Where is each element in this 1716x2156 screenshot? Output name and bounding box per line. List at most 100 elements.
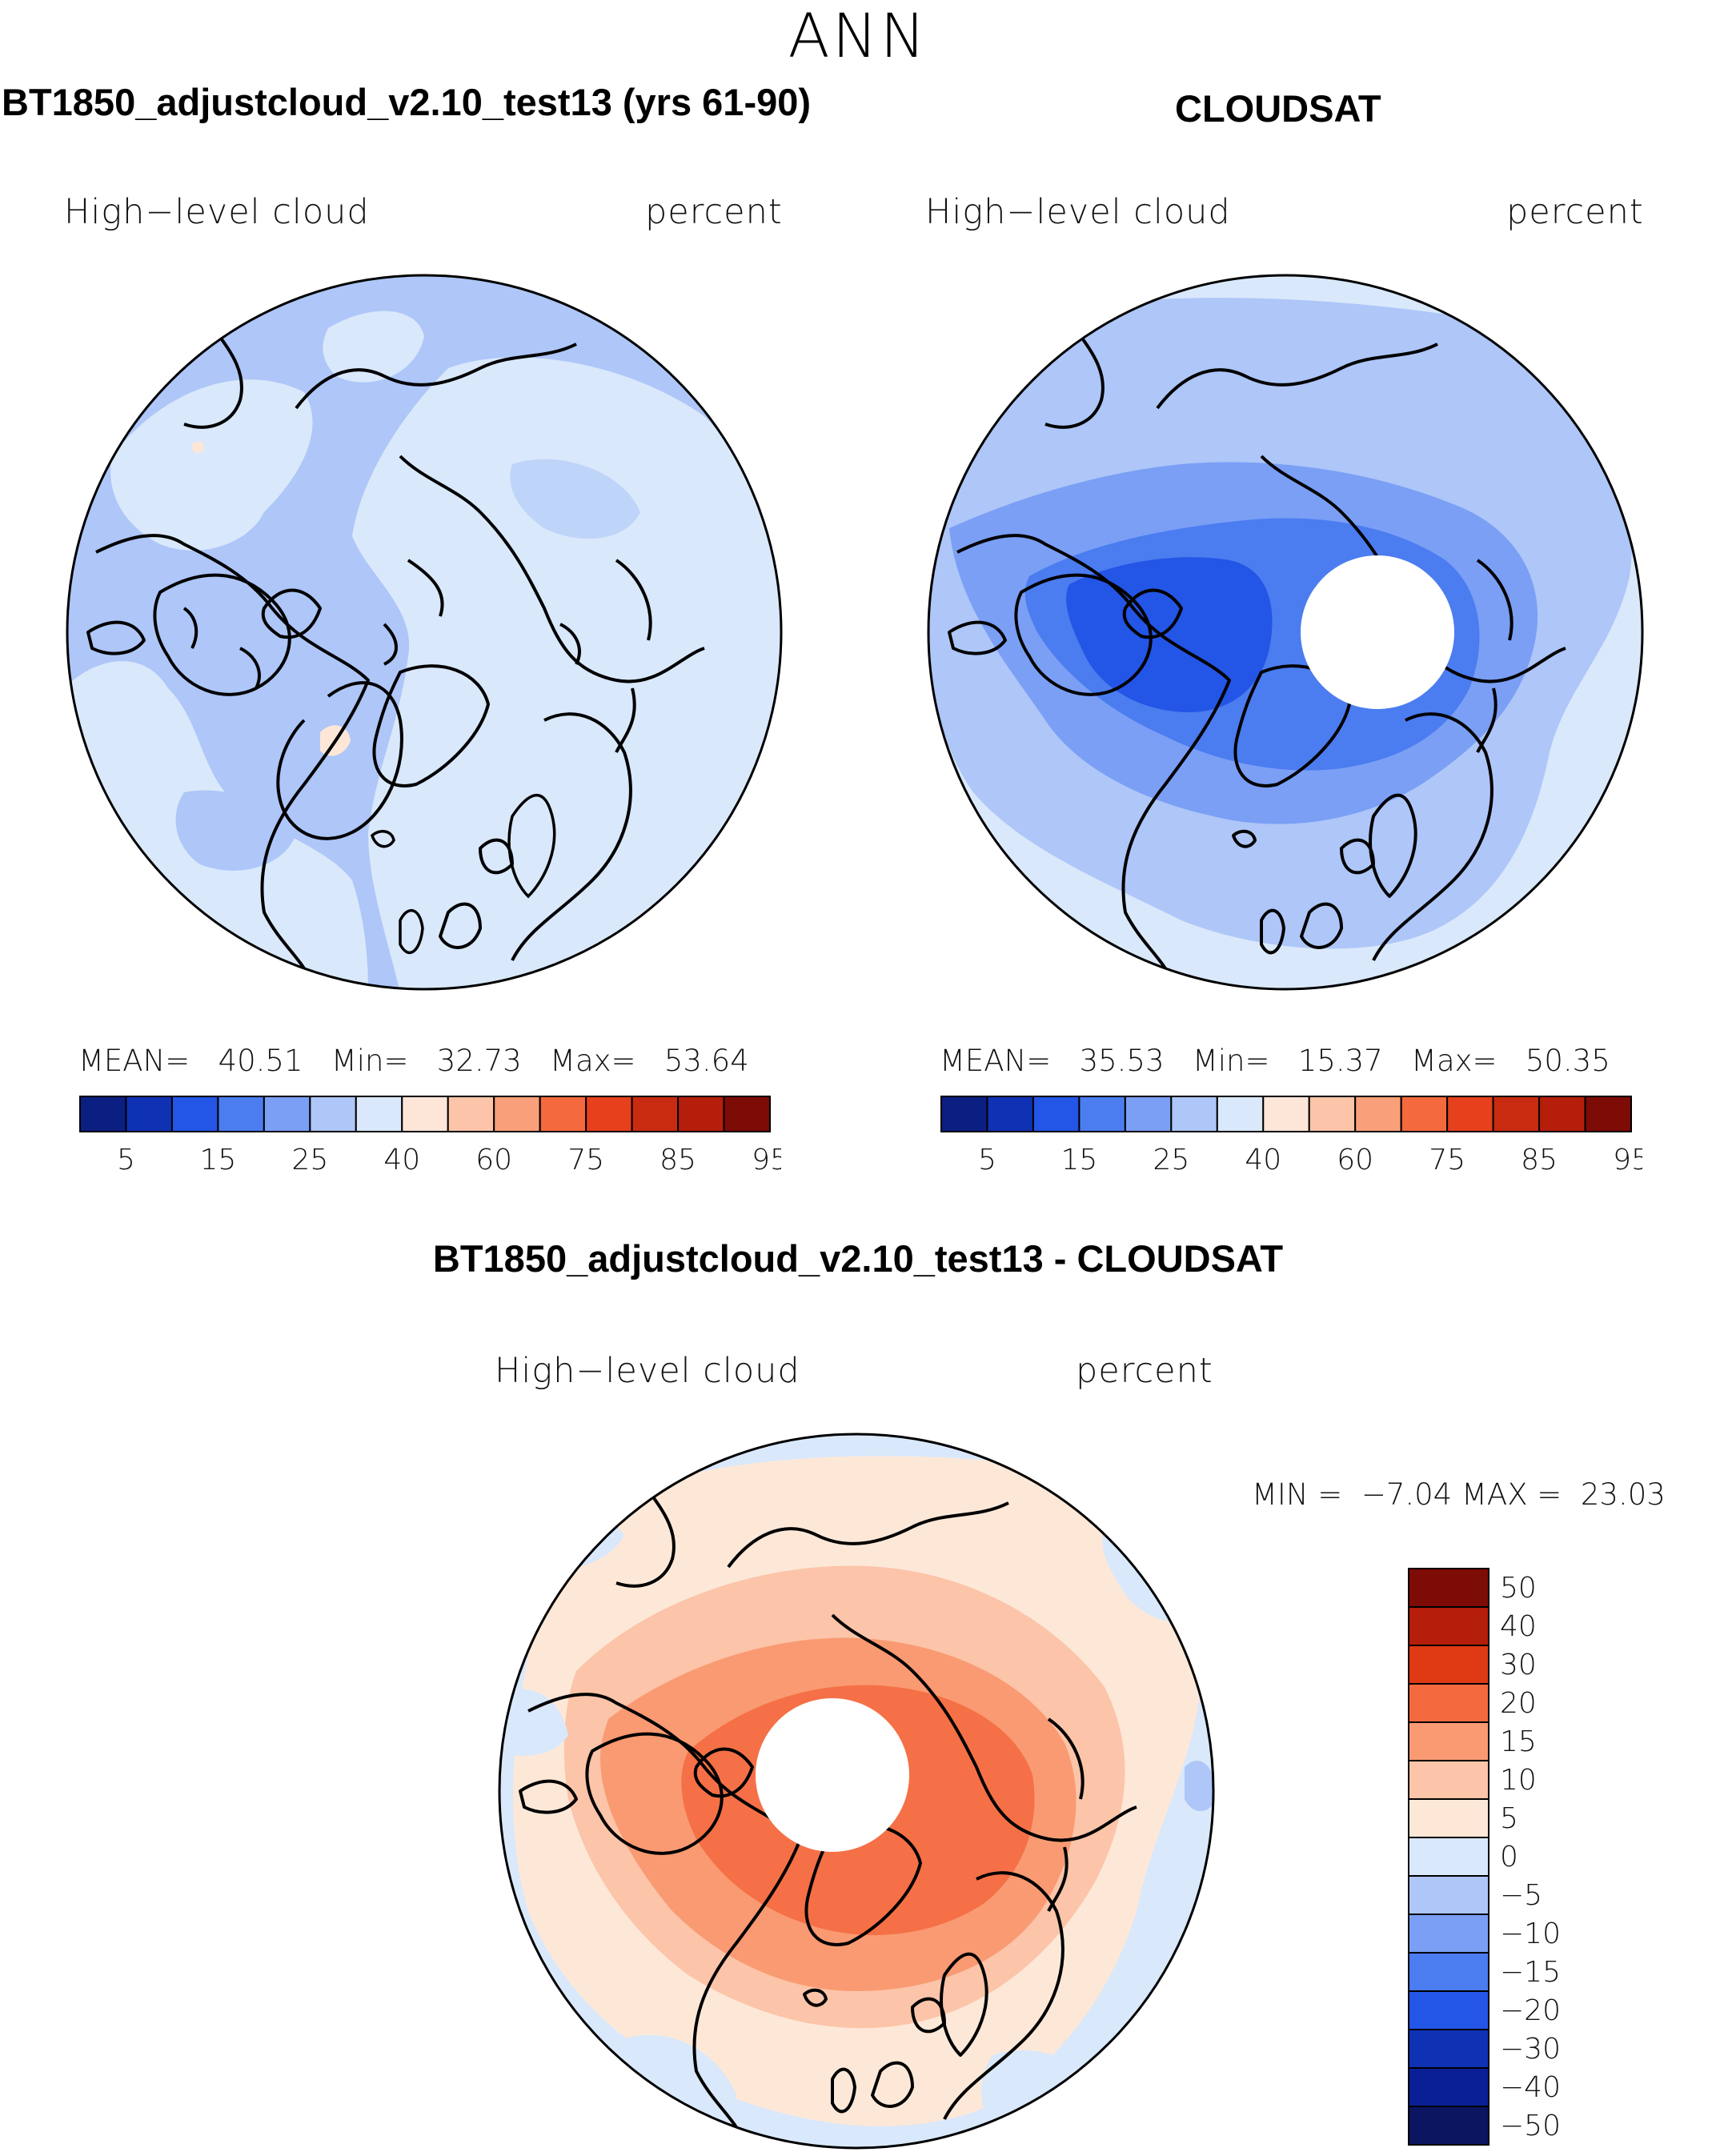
panel-2-colorbar-swatch: [986, 1096, 1034, 1132]
panel-1-colorbar-swatch: [585, 1096, 633, 1132]
map-1-coastlines: [86, 319, 754, 985]
panel-1-variable: High−level cloud: [64, 192, 370, 232]
panel-2-colorbar-swatch: [1446, 1096, 1494, 1132]
panel-1-colorbar-swatch: [539, 1096, 587, 1132]
map-3-border: [498, 1433, 1215, 2150]
panel-2-max-label: Max=: [1411, 1044, 1497, 1078]
map-3-region: [499, 1689, 568, 1756]
panel-3-colorbar-swatch: [1408, 2067, 1489, 2107]
panel-1-colorbar-swatch: [79, 1096, 127, 1132]
panel-3-colorbar-swatch: [1408, 1875, 1489, 1915]
panel-3-colorbar-swatch: [1408, 1721, 1489, 1761]
panel-2-colorbar-tick-label: 60: [1337, 1144, 1373, 1176]
map-1-scandinavia: [507, 794, 556, 899]
map-3-region: [1185, 1761, 1213, 1811]
panel-2-colorbar-swatch: [1078, 1096, 1126, 1132]
panel-3-colorbar-tick-label: 20: [1500, 1687, 1537, 1720]
panel-3-colorbar-tick-label: 10: [1500, 1764, 1537, 1797]
panel-1-colorbar-tick-label: 15: [199, 1144, 236, 1176]
panel-2-title: CLOUDSAT: [1175, 87, 1381, 130]
panel-1-colorbar-swatch: [309, 1096, 357, 1132]
panel-1-colorbar: 5 15 25 40 60 75 85 95: [79, 1096, 781, 1176]
panel-2-colorbar-swatch: [940, 1096, 988, 1132]
panel-1-mean-label: MEAN=: [78, 1044, 190, 1078]
panel-2-colorbar-swatch: [1262, 1096, 1310, 1132]
panel-3-colorbar-tick-label: 30: [1500, 1649, 1537, 1681]
panel-1-colorbar-tick-label: 5: [117, 1144, 135, 1176]
panel-1-colorbar-tick-label: 25: [291, 1144, 328, 1176]
panel-2-colorbar-swatch: [1584, 1096, 1633, 1132]
panel-1-colorbar-swatch: [401, 1096, 449, 1132]
panel-3-colorbar-tick-label: −40: [1500, 2071, 1561, 2104]
panel-3-colorbar-tick-label: 15: [1500, 1725, 1537, 1758]
panel-3-title: BT1850_adjustcloud_v2.10_test13 - CLOUDS…: [432, 1237, 1284, 1280]
panel-2-colorbar-swatch: [1124, 1096, 1173, 1132]
panel-1-colorbar-swatch: [125, 1096, 173, 1132]
panel-2-colorbar-tick-label: 85: [1521, 1144, 1558, 1176]
map-1-border: [66, 274, 783, 991]
panel-2-colorbar-swatch: [1492, 1096, 1541, 1132]
panel-3-variable: High−level cloud: [495, 1351, 800, 1391]
panel-2-mean-value: 35.53: [1079, 1044, 1165, 1078]
map-2-missing-data-cap: [1301, 555, 1454, 709]
panel-2-min-label: Min=: [1192, 1044, 1270, 1078]
map-1-region: [323, 311, 424, 383]
panel-3-colorbar-tick-label: −15: [1500, 1956, 1561, 1989]
map-1-greenland: [372, 664, 491, 787]
panel-3-colorbar-swatch: [1408, 1568, 1489, 1608]
panel-1-colorbar-swatch: [170, 1096, 219, 1132]
panel-3-colorbar-tick-label: 0: [1500, 1841, 1518, 1873]
panel-3-min-label: MIN =: [1252, 1477, 1343, 1512]
panel-3-colorbar-tick-label: −10: [1500, 1918, 1561, 1950]
panel-1-colorbar-swatch: [493, 1096, 541, 1132]
panel-3-colorbar-tick-label: −50: [1500, 2110, 1561, 2142]
panel-3-colorbar-swatch: [1408, 1606, 1489, 1646]
panel-2-max-value: 50.35: [1525, 1044, 1610, 1078]
panel-2-colorbar-swatch: [1538, 1096, 1586, 1132]
panel-1-min-value: 32.73: [436, 1044, 522, 1078]
panel-3-max-label: MAX =: [1461, 1477, 1562, 1512]
panel-3-units: percent: [1076, 1351, 1213, 1391]
map-3-coastlines: [519, 1477, 1186, 2144]
panel-3-colorbar-swatch: [1408, 2029, 1489, 2069]
panel-2-colorbar-swatch: [1170, 1096, 1218, 1132]
panel-2-variable: High−level cloud: [925, 192, 1231, 232]
panel-3-colorbar-swatch: [1408, 1683, 1489, 1723]
panel-3-colorbar-swatch: [1408, 1760, 1489, 1800]
map-3-missing-data-cap: [756, 1698, 909, 1852]
panel-2-colorbar-swatch: [1032, 1096, 1081, 1132]
panel-2-stats: MEAN= 35.53 Min= 15.37 Max= 50.35: [940, 1044, 1610, 1078]
panel-1-colorbar-tick-label: 75: [567, 1144, 604, 1176]
panel-2-colorbar-swatch: [1400, 1096, 1449, 1132]
panel-1-colorbar-swatch: [447, 1096, 495, 1132]
panel-3-min-value: −7.04: [1361, 1477, 1453, 1512]
panel-2-colorbar-tick-label: 15: [1060, 1144, 1097, 1176]
panel-1-colorbar-swatch: [677, 1096, 725, 1132]
panel-3-colorbar-swatch: [1408, 1952, 1489, 1992]
panel-1-max-label: Max=: [550, 1044, 636, 1078]
panel-3-colorbar-tick-label: 40: [1500, 1610, 1537, 1643]
panel-1-colorbar-tick-label: 40: [383, 1144, 420, 1176]
panel-3-colorbar-swatch: [1408, 1990, 1489, 2030]
map-1-iceland: [370, 830, 395, 848]
panel-1-colorbar-swatch: [723, 1096, 772, 1132]
panel-1-colorbar-tick-label: 95: [752, 1144, 781, 1176]
panel-3-colorbar-swatch: [1408, 1798, 1489, 1838]
panel-1-units: percent: [645, 192, 783, 232]
panel-3-colorbar-swatch: [1408, 1914, 1489, 1954]
panel-2-map: [927, 274, 1644, 991]
map-1-region: [110, 379, 313, 551]
panel-3-max-value: 23.03: [1580, 1477, 1666, 1512]
panel-3-colorbar-swatch: [1408, 2106, 1489, 2146]
map-2-border: [927, 274, 1644, 991]
panel-3-colorbar-tick-label: −30: [1500, 2033, 1561, 2066]
map-1-region: [191, 441, 205, 454]
panel-3-colorbar-swatch: [1408, 1837, 1489, 1877]
panel-1-colorbar-swatch: [631, 1096, 680, 1132]
panel-1-colorbar-swatch: [355, 1096, 403, 1132]
map-1-region: [352, 357, 781, 989]
panel-1-colorbar-tick-label: 60: [475, 1144, 512, 1176]
panel-3-colorbar-swatch: [1408, 1645, 1489, 1685]
panel-2-colorbar-tick-label: 75: [1429, 1144, 1465, 1176]
